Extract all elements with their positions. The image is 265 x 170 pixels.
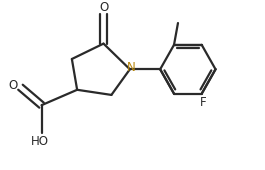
Text: N: N <box>127 61 136 74</box>
Text: O: O <box>99 1 108 14</box>
Text: F: F <box>200 96 206 109</box>
Text: O: O <box>8 79 17 92</box>
Text: HO: HO <box>30 135 48 148</box>
